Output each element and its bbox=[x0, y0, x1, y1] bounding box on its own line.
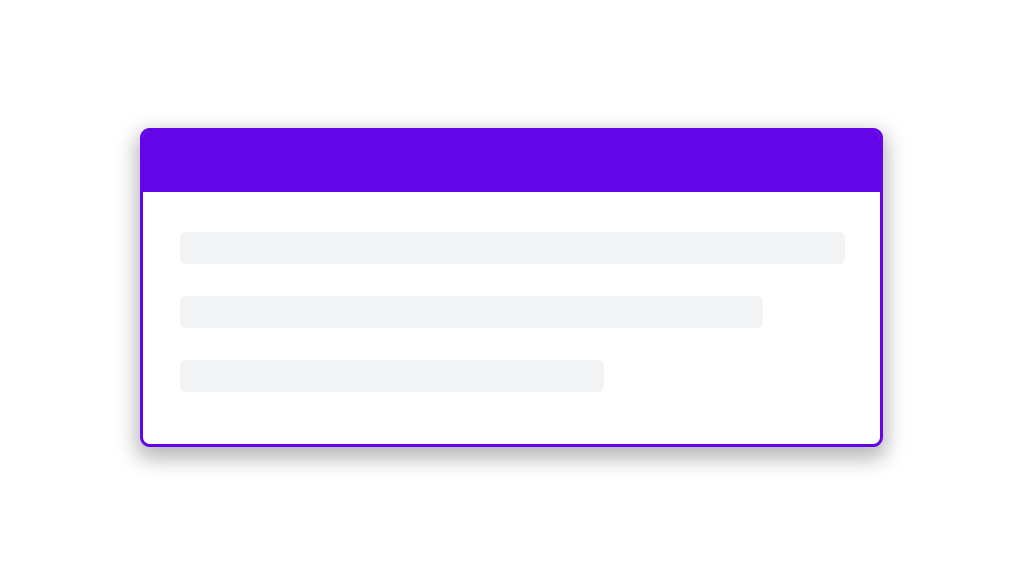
skeleton-line bbox=[180, 296, 763, 328]
skeleton-line bbox=[180, 232, 845, 264]
card bbox=[140, 128, 883, 447]
card-body bbox=[143, 192, 880, 392]
card-header bbox=[143, 131, 880, 192]
skeleton-line bbox=[180, 360, 604, 392]
